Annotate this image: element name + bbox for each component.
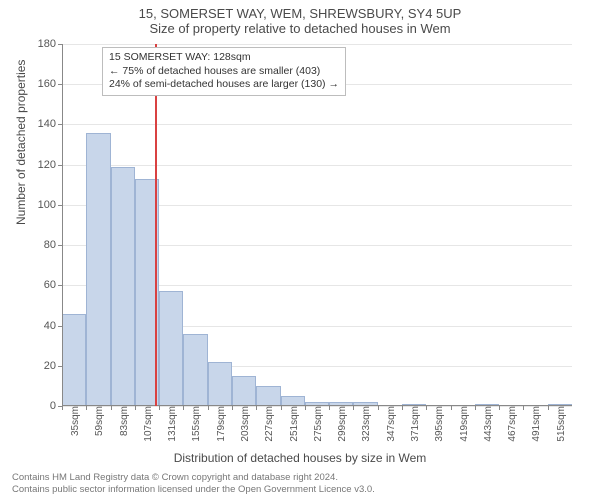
annotation-box: 15 SOMERSET WAY: 128sqm← 75% of detached… (102, 47, 346, 96)
x-tick-mark (159, 406, 160, 410)
histogram-bar (183, 334, 207, 406)
histogram-bar (86, 133, 110, 407)
y-tick-mark (58, 205, 62, 206)
gridline (62, 165, 572, 166)
x-tick-label: 203sqm (236, 406, 251, 442)
x-tick-mark (208, 406, 209, 410)
x-tick-label: 59sqm (90, 406, 105, 436)
x-tick-label: 275sqm (309, 406, 324, 442)
x-tick-mark (305, 406, 306, 410)
x-tick-label: 131sqm (163, 406, 178, 442)
x-tick-label: 107sqm (139, 406, 154, 442)
x-tick-mark (499, 406, 500, 410)
x-tick-label: 155sqm (187, 406, 202, 442)
x-tick-label: 419sqm (455, 406, 470, 442)
y-tick-mark (58, 366, 62, 367)
x-tick-mark (62, 406, 63, 410)
x-tick-mark (548, 406, 549, 410)
y-tick-mark (58, 165, 62, 166)
x-tick-label: 515sqm (552, 406, 567, 442)
y-tick-mark (58, 326, 62, 327)
x-tick-mark (451, 406, 452, 410)
y-tick-mark (58, 245, 62, 246)
x-tick-mark (402, 406, 403, 410)
x-tick-label: 371sqm (406, 406, 421, 442)
histogram-bar (62, 314, 86, 407)
footer-attribution: Contains HM Land Registry data © Crown c… (12, 472, 375, 496)
x-tick-label: 227sqm (260, 406, 275, 442)
x-tick-label: 467sqm (503, 406, 518, 442)
x-tick-mark (256, 406, 257, 410)
x-tick-mark (135, 406, 136, 410)
x-tick-mark (475, 406, 476, 410)
x-tick-mark (86, 406, 87, 410)
x-tick-label: 35sqm (66, 406, 81, 436)
histogram-bar (208, 362, 232, 406)
x-tick-mark (329, 406, 330, 410)
chart-plot-area: 020406080100120140160180 35sqm59sqm83sqm… (62, 44, 572, 406)
x-tick-mark (111, 406, 112, 410)
x-tick-label: 323sqm (357, 406, 372, 442)
y-tick-mark (58, 44, 62, 45)
gridline (62, 44, 572, 45)
annotation-line: ← 75% of detached houses are smaller (40… (109, 65, 339, 79)
x-tick-label: 299sqm (333, 406, 348, 442)
y-tick-mark (58, 124, 62, 125)
annotation-line: 15 SOMERSET WAY: 128sqm (109, 51, 339, 65)
x-tick-label: 251sqm (285, 406, 300, 442)
x-axis-label: Distribution of detached houses by size … (0, 451, 600, 465)
reference-line (155, 44, 157, 406)
histogram-bar (111, 167, 135, 406)
x-tick-mark (353, 406, 354, 410)
y-tick-mark (58, 285, 62, 286)
x-tick-mark (183, 406, 184, 410)
histogram-bar (232, 376, 256, 406)
x-tick-label: 443sqm (479, 406, 494, 442)
x-tick-mark (281, 406, 282, 410)
x-tick-mark (232, 406, 233, 410)
x-tick-mark (378, 406, 379, 410)
footer-line-1: Contains HM Land Registry data © Crown c… (12, 472, 375, 484)
chart-title-main: 15, SOMERSET WAY, WEM, SHREWSBURY, SY4 5… (0, 0, 600, 21)
y-tick-mark (58, 84, 62, 85)
x-tick-label: 83sqm (115, 406, 130, 436)
x-tick-label: 347sqm (382, 406, 397, 442)
gridline (62, 124, 572, 125)
x-tick-label: 491sqm (527, 406, 542, 442)
y-axis-label: Number of detached properties (14, 60, 28, 225)
chart-title-sub: Size of property relative to detached ho… (0, 21, 600, 40)
histogram-bar (256, 386, 280, 406)
x-tick-mark (523, 406, 524, 410)
x-tick-label: 179sqm (212, 406, 227, 442)
annotation-line: 24% of semi-detached houses are larger (… (109, 78, 339, 92)
histogram-bar (159, 291, 183, 406)
x-tick-mark (426, 406, 427, 410)
footer-line-2: Contains public sector information licen… (12, 484, 375, 496)
x-tick-label: 395sqm (430, 406, 445, 442)
y-axis-line (62, 44, 63, 406)
